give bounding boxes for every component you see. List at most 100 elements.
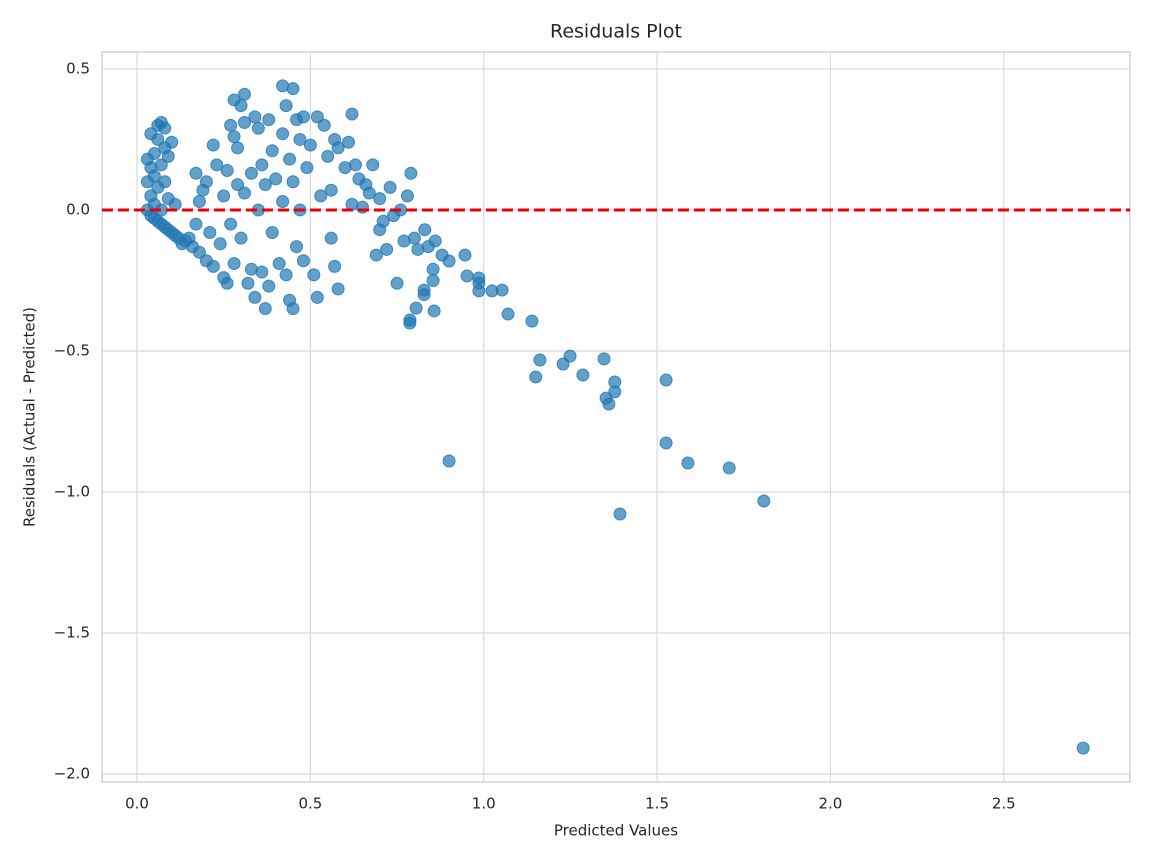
- point: [269, 172, 283, 186]
- point: [237, 186, 251, 200]
- plot-frame: [101, 51, 1131, 783]
- point: [231, 141, 245, 155]
- point: [722, 461, 736, 475]
- point: [331, 282, 345, 296]
- point: [485, 284, 499, 298]
- point: [203, 226, 217, 240]
- point: [427, 304, 441, 318]
- y-tick-label: −1.0: [54, 483, 90, 501]
- point: [286, 175, 300, 189]
- y-tick-label: 0.0: [66, 200, 90, 218]
- point: [556, 357, 570, 371]
- x-tick-label: 0.5: [298, 795, 322, 813]
- point: [286, 302, 300, 316]
- point: [241, 276, 255, 290]
- point: [310, 110, 324, 124]
- point: [262, 279, 276, 293]
- point: [227, 130, 241, 144]
- point: [255, 158, 269, 172]
- point: [1076, 741, 1090, 755]
- point: [373, 192, 387, 206]
- point: [276, 127, 290, 141]
- point: [206, 259, 220, 273]
- point: [234, 231, 248, 245]
- point: [342, 135, 356, 149]
- point: [757, 494, 771, 508]
- point: [501, 307, 515, 321]
- point: [597, 352, 611, 366]
- point: [217, 189, 231, 203]
- point: [154, 158, 168, 172]
- point: [403, 313, 417, 327]
- point: [227, 257, 241, 271]
- point: [283, 152, 297, 166]
- x-tick-label: 0.0: [125, 795, 149, 813]
- point: [525, 314, 539, 328]
- point: [248, 290, 262, 304]
- point: [293, 132, 307, 146]
- point: [272, 257, 286, 271]
- y-tick-label: −2.0: [54, 765, 90, 783]
- point: [147, 147, 161, 161]
- point: [442, 254, 456, 268]
- point: [324, 231, 338, 245]
- point: [189, 166, 203, 180]
- point: [608, 375, 622, 389]
- point: [213, 237, 227, 251]
- point: [659, 373, 673, 387]
- point: [345, 107, 359, 121]
- y-axis-label: Residuals (Actual - Predicted): [21, 307, 39, 527]
- point: [300, 161, 314, 175]
- point: [376, 214, 390, 228]
- point: [224, 217, 238, 231]
- point: [258, 302, 272, 316]
- point: [192, 194, 206, 208]
- point: [409, 301, 423, 315]
- point: [613, 507, 627, 521]
- point: [192, 245, 206, 259]
- point: [286, 82, 300, 96]
- point: [234, 99, 248, 113]
- x-tick-label: 2.0: [819, 795, 843, 813]
- x-tick-label: 2.5: [992, 795, 1016, 813]
- point: [310, 290, 324, 304]
- point: [331, 141, 345, 155]
- point: [220, 276, 234, 290]
- point: [265, 226, 279, 240]
- point: [258, 178, 272, 192]
- point: [400, 189, 414, 203]
- chart-title: Residuals Plot: [550, 21, 682, 43]
- point: [265, 144, 279, 158]
- point: [348, 158, 362, 172]
- point: [390, 276, 404, 290]
- point: [262, 113, 276, 127]
- point: [428, 234, 442, 248]
- point: [529, 370, 543, 384]
- point: [324, 183, 338, 197]
- point: [199, 175, 213, 189]
- point: [307, 268, 321, 282]
- x-tick-label: 1.0: [472, 795, 496, 813]
- point: [276, 194, 290, 208]
- point: [296, 254, 310, 268]
- point: [158, 121, 172, 135]
- point: [362, 186, 376, 200]
- point: [472, 271, 486, 285]
- point: [279, 268, 293, 282]
- point: [224, 118, 238, 132]
- point: [366, 158, 380, 172]
- point: [426, 262, 440, 276]
- point: [533, 353, 547, 367]
- point: [237, 87, 251, 101]
- point: [317, 118, 331, 132]
- point: [290, 240, 304, 254]
- point: [151, 132, 165, 146]
- point: [426, 273, 440, 287]
- y-tick-label: 0.5: [66, 59, 90, 77]
- point: [404, 166, 418, 180]
- point: [251, 121, 265, 135]
- point: [472, 284, 486, 298]
- point: [210, 158, 224, 172]
- point: [442, 454, 456, 468]
